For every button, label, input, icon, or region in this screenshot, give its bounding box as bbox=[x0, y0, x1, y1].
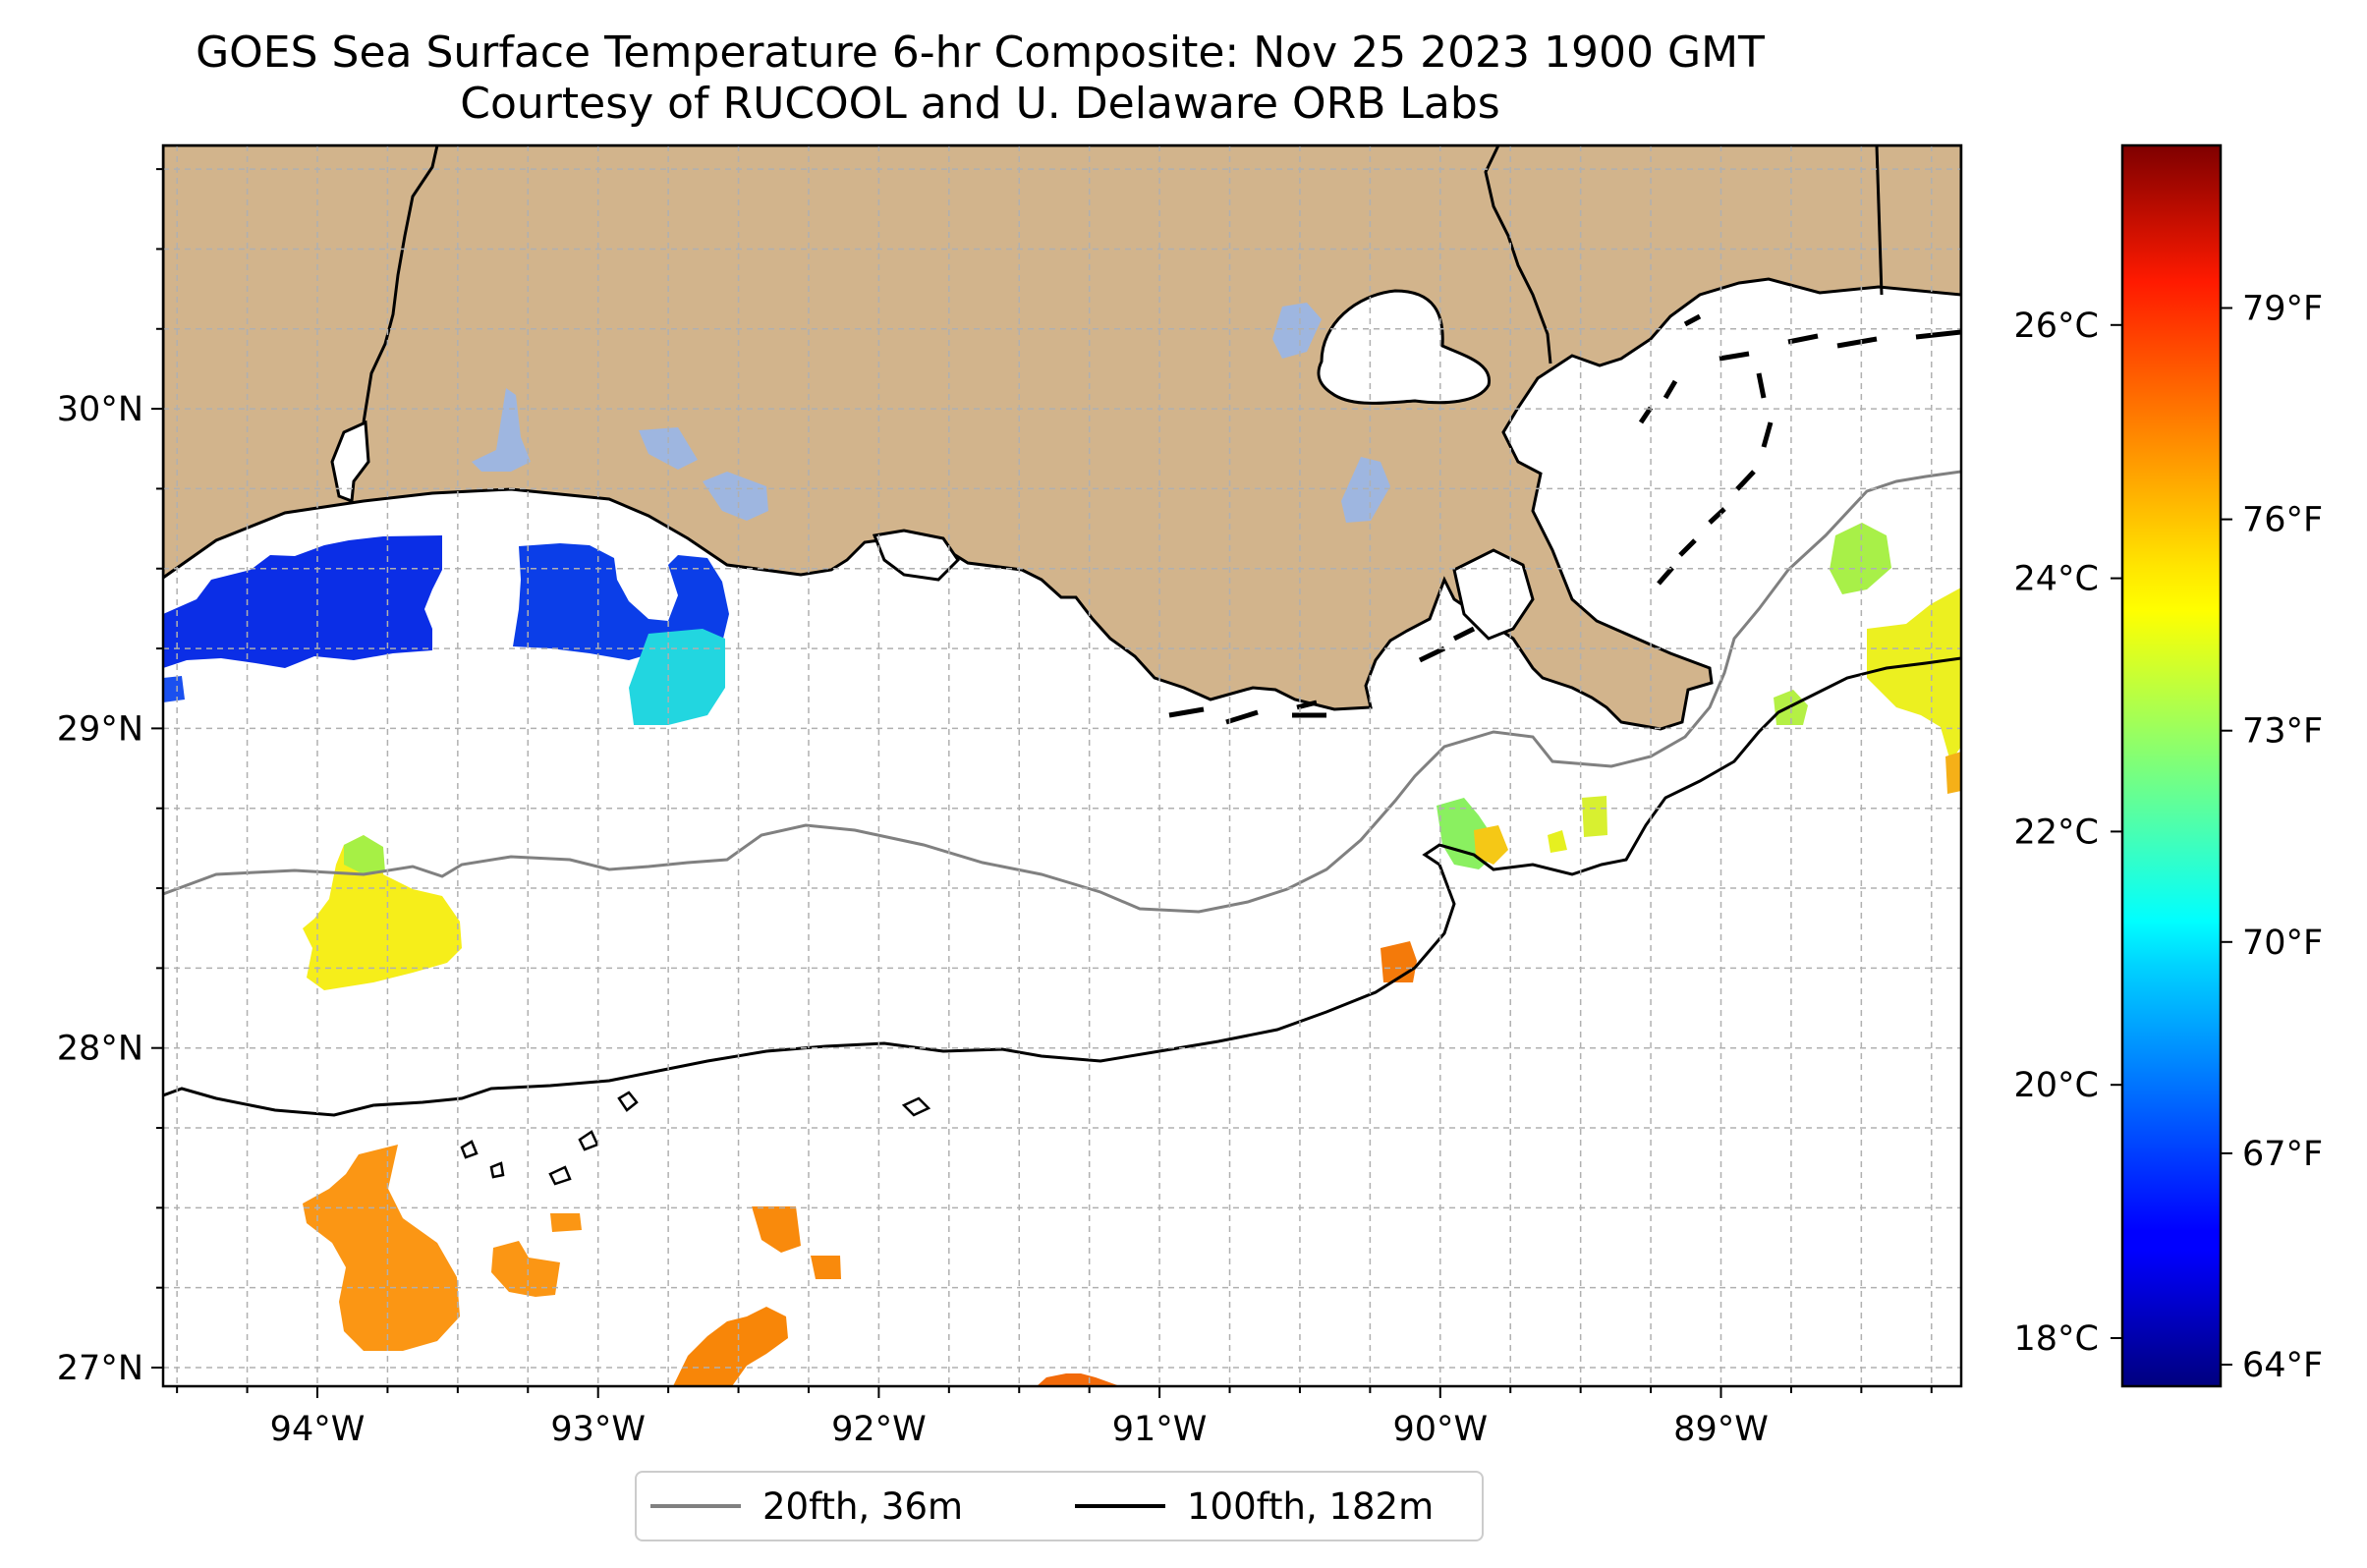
lon-tick-label: 92°W bbox=[831, 1410, 927, 1449]
lat-tick-label: 30°N bbox=[57, 390, 143, 429]
colorbar-label-c: 26°C bbox=[2014, 307, 2099, 346]
lake-white bbox=[872, 529, 960, 582]
legend-swatch-100fth bbox=[1075, 1504, 1165, 1508]
gridlines bbox=[163, 145, 1961, 1386]
map-title: GOES Sea Surface Temperature 6-hr Compos… bbox=[196, 28, 1765, 78]
map-area bbox=[163, 145, 1961, 731]
colorbar-label-c: 18°C bbox=[2014, 1319, 2099, 1359]
colorbar-label-f: 76°F bbox=[2242, 501, 2323, 540]
sst-patch-blue-west-tail bbox=[163, 676, 185, 702]
sst-patch-orange-sw2 bbox=[491, 1241, 560, 1297]
legend-label-20fth: 20fth, 36m bbox=[762, 1484, 964, 1528]
colorbar-label-f: 79°F bbox=[2242, 290, 2323, 329]
sst-patch-orange-mid1 bbox=[752, 1206, 801, 1253]
sst-patch-green-ne bbox=[1830, 523, 1891, 594]
lon-tick-label: 93°W bbox=[550, 1410, 646, 1449]
isobath-20fth bbox=[163, 470, 1961, 914]
isobath-rings bbox=[460, 1091, 931, 1186]
colorbar-gradient bbox=[2120, 143, 2223, 1388]
colorbar-label-f: 73°F bbox=[2242, 712, 2323, 752]
map-subtitle: Courtesy of RUCOOL and U. Delaware ORB L… bbox=[460, 79, 1500, 129]
lake-calcasieu bbox=[330, 420, 370, 504]
isobath-layer bbox=[163, 470, 1961, 1186]
lon-tick-label: 91°W bbox=[1112, 1410, 1208, 1449]
colorbar-label-c: 20°C bbox=[2014, 1066, 2099, 1105]
axis-ticks: 94°W 93°W 92°W 91°W 90°W 89°W 27°N 28°N 29°N 30°N bbox=[57, 168, 1933, 1449]
sst-patch-orange-sw1 bbox=[303, 1145, 460, 1351]
inland-water-1 bbox=[472, 388, 531, 472]
sst-patch-cyan-mid bbox=[629, 629, 725, 725]
colorbar-label-f: 70°F bbox=[2242, 924, 2323, 963]
colorbar-label-c: 22°C bbox=[2014, 812, 2099, 852]
lat-tick-label: 28°N bbox=[57, 1030, 143, 1069]
map-frame bbox=[161, 143, 1963, 1388]
sst-patch-yellow-east2 bbox=[1548, 830, 1567, 853]
lon-tick-label: 94°W bbox=[270, 1410, 366, 1449]
sst-patch-orange-mid2 bbox=[811, 1256, 841, 1279]
isobath-100fth bbox=[163, 656, 1961, 1117]
sst-patch-orange-ne bbox=[1945, 752, 1961, 794]
lon-tick-label: 89°W bbox=[1673, 1410, 1769, 1449]
sst-patch-yellow-ne bbox=[1867, 588, 1961, 761]
inland-water-5 bbox=[1341, 457, 1390, 523]
colorbar-label-c: 24°C bbox=[2014, 560, 2099, 599]
colorbar-label-f: 64°F bbox=[2242, 1346, 2323, 1385]
bay-east bbox=[1452, 548, 1535, 641]
legend: 20fth, 36m 100fth, 182m bbox=[635, 1471, 1484, 1541]
colorbar-label-f: 67°F bbox=[2242, 1135, 2323, 1174]
lon-tick-label: 90°W bbox=[1392, 1410, 1488, 1449]
barrier-islands bbox=[1168, 313, 1961, 725]
sst-patch-orange-south2 bbox=[1037, 1373, 1120, 1386]
sst-patch-orange-sw3 bbox=[550, 1213, 582, 1232]
sst-patch-yellow-east3 bbox=[1582, 796, 1607, 837]
lake-pontchartrain bbox=[1317, 289, 1491, 405]
legend-swatch-20fth bbox=[650, 1504, 741, 1508]
legend-item-20fth: 20fth, 36m bbox=[650, 1473, 963, 1540]
inland-water-3 bbox=[703, 472, 768, 521]
state-boundary-la-ms bbox=[1484, 145, 1552, 364]
lat-tick-label: 27°N bbox=[57, 1349, 143, 1388]
state-boundary-tx-la bbox=[362, 145, 439, 423]
sst-patch-yellow-east1 bbox=[1474, 825, 1508, 865]
land-mass bbox=[163, 145, 1961, 731]
sst-patch-orange-south bbox=[673, 1307, 788, 1386]
sst-data-layer bbox=[163, 523, 1961, 1386]
sst-patch-blue-mid bbox=[513, 543, 729, 660]
legend-label-100fth: 100fth, 182m bbox=[1187, 1484, 1435, 1528]
legend-item-100fth: 100fth, 182m bbox=[1075, 1473, 1434, 1540]
colorbar-ticks: 18°C 20°C 22°C 24°C 26°C 64°F 67°F 70°F 73°F 76°F… bbox=[2014, 290, 2324, 1386]
sst-patch-green-west bbox=[344, 835, 385, 874]
lat-tick-label: 29°N bbox=[57, 709, 143, 749]
state-boundary-ms-al bbox=[1875, 145, 1884, 296]
inland-water-4 bbox=[1272, 303, 1322, 359]
sst-patch-blue-west bbox=[163, 535, 442, 668]
